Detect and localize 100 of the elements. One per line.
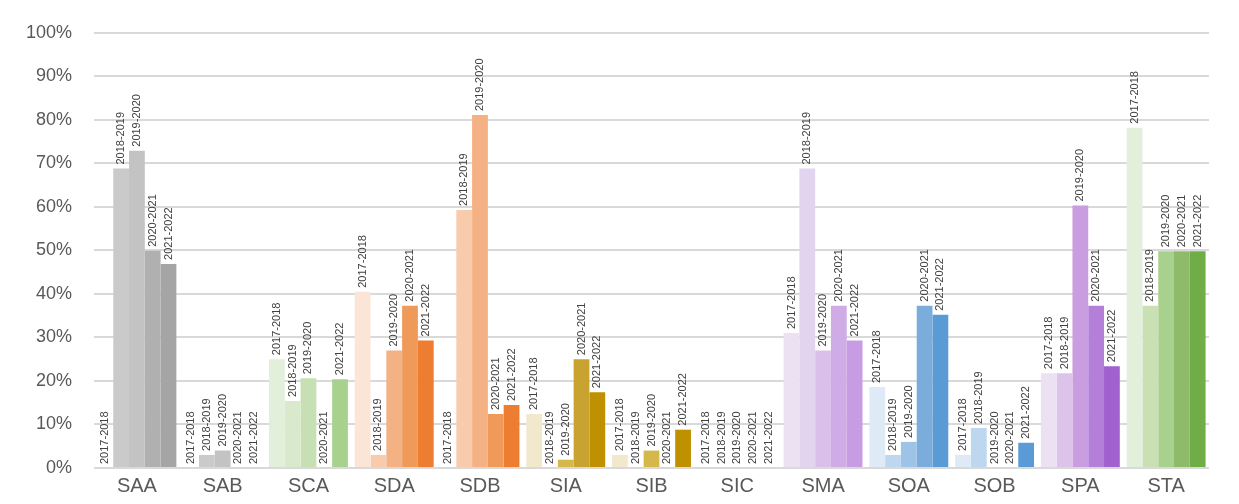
- bar: [386, 350, 403, 467]
- text: 2017-2018: [956, 398, 969, 451]
- bar: [783, 333, 800, 467]
- text: 2019-2020: [987, 411, 1000, 464]
- text: 2019-2020: [129, 94, 142, 147]
- text: 2021-2022: [847, 283, 860, 337]
- bar: [370, 454, 387, 467]
- bar: [916, 305, 933, 467]
- text: 2021-2022: [676, 373, 689, 426]
- text: 2017-2018: [441, 411, 454, 464]
- bar: [269, 359, 285, 467]
- bar: [1040, 373, 1057, 467]
- x-tick-label: SOB: [973, 473, 1016, 496]
- bar: [869, 387, 886, 467]
- text: 2021-2022: [590, 335, 603, 389]
- text: 2018-2019: [886, 398, 899, 451]
- text: 2019-2020: [1073, 148, 1086, 202]
- y-tick-label: 40%: [36, 282, 73, 303]
- text: 2017-2018: [1127, 71, 1140, 124]
- text: 2019-2020: [901, 385, 914, 438]
- bar: [402, 305, 418, 467]
- text: 2020-2021: [1089, 249, 1102, 302]
- bar: [955, 454, 971, 467]
- bar: [1104, 366, 1120, 467]
- bar: [526, 414, 543, 467]
- text: 2019-2020: [558, 403, 571, 456]
- bar: [612, 454, 628, 467]
- bar: [643, 450, 660, 467]
- x-tick-label: SIC: [720, 473, 754, 496]
- bar: [1056, 373, 1073, 467]
- bar: [472, 115, 488, 467]
- text: 2020-2021: [917, 249, 930, 302]
- bar: [456, 209, 473, 467]
- text: 2020-2021: [1174, 194, 1187, 248]
- text: 2017-2018: [698, 411, 711, 464]
- text: 2018-2019: [800, 111, 813, 165]
- text: 2019-2020: [1159, 194, 1172, 248]
- text: 2021-2022: [504, 348, 517, 401]
- x-tick-label: SDB: [459, 473, 501, 496]
- bar: [1018, 442, 1035, 467]
- bar: [573, 359, 590, 467]
- y-tick-label: 100%: [25, 21, 73, 42]
- bar: [815, 350, 831, 467]
- text: 2021-2022: [247, 411, 260, 464]
- text: 2021-2022: [161, 207, 174, 260]
- bar: [970, 427, 987, 467]
- text: 2018-2019: [457, 153, 470, 206]
- text: 2020-2021: [1003, 411, 1016, 464]
- bar: [1189, 251, 1206, 467]
- text: 2021-2022: [933, 258, 946, 311]
- y-tick-label: 70%: [36, 152, 73, 173]
- bar: [332, 379, 348, 467]
- text: 2018-2019: [1057, 316, 1070, 370]
- x-tick-label: SMA: [801, 473, 846, 496]
- text: 2018-2019: [628, 411, 641, 464]
- text: 2019-2020: [644, 393, 657, 447]
- text: 2018-2019: [1143, 249, 1156, 302]
- bar: [799, 168, 816, 467]
- bar: [1142, 305, 1159, 467]
- bar: [932, 314, 949, 467]
- text: 2017-2018: [870, 330, 883, 384]
- bar: [885, 454, 901, 467]
- bar: [900, 441, 917, 467]
- bar: [1072, 205, 1089, 467]
- bar: [354, 291, 371, 467]
- text: 2020-2021: [660, 411, 673, 464]
- y-tick-label: 0%: [46, 456, 73, 477]
- y-tick-label: 10%: [36, 413, 73, 434]
- y-tick-label: 50%: [36, 239, 73, 260]
- text: 2020-2021: [403, 249, 416, 302]
- bar: [503, 404, 520, 467]
- y-tick-label: 60%: [36, 195, 73, 216]
- x-tick-label: SIA: [549, 473, 583, 496]
- text: 2018-2019: [714, 411, 727, 464]
- text: 2021-2022: [761, 411, 774, 464]
- text: 2020-2021: [574, 302, 587, 356]
- text: 2020-2021: [488, 357, 501, 411]
- text: 2018-2019: [114, 111, 127, 165]
- x-tick-label: SIB: [635, 473, 668, 496]
- text: 2019-2020: [473, 58, 486, 112]
- bar: [589, 392, 606, 467]
- bar: [300, 378, 317, 467]
- text: 2018-2019: [285, 344, 298, 397]
- text: 2019-2020: [301, 321, 314, 375]
- bar: [1088, 305, 1105, 467]
- text: 2018-2019: [199, 398, 212, 451]
- y-tick-label: 30%: [36, 326, 73, 347]
- bar: [487, 414, 504, 467]
- x-tick-label: STA: [1147, 473, 1186, 496]
- x-tick-label: SPA: [1061, 473, 1101, 496]
- text: 2018-2019: [543, 411, 555, 464]
- text: 2017-2018: [184, 411, 197, 464]
- bar: [675, 429, 691, 467]
- text: 2020-2021: [317, 411, 330, 464]
- text: 2017-2018: [784, 276, 797, 330]
- text: 2017-2018: [527, 357, 540, 411]
- text: 2017-2018: [98, 411, 111, 464]
- y-tick-label: 20%: [36, 369, 73, 390]
- text: 2019-2020: [816, 293, 829, 347]
- bar: [1174, 251, 1190, 467]
